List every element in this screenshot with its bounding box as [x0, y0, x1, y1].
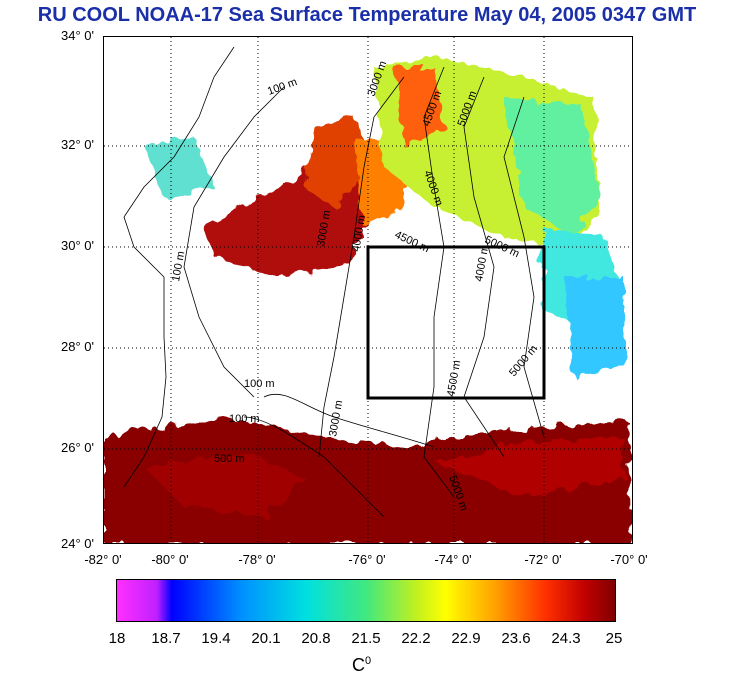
contour-label: 3000 m [327, 399, 345, 437]
contour-label: 100 m [229, 413, 260, 425]
contour-label: 100 m [266, 76, 299, 98]
y-axis-label: 32° 0' [61, 137, 94, 152]
cloud-mask [354, 237, 544, 407]
x-axis-label: -70° 0' [610, 552, 648, 567]
y-axis-label: 24° 0' [61, 536, 94, 551]
contour-label: 500 m [214, 453, 245, 465]
colorbar-tick-label: 22.2 [401, 630, 431, 647]
contour-label: 100 m [244, 378, 275, 390]
colorbar-tick-label: 19.4 [201, 630, 231, 647]
y-axis-label: 28° 0' [61, 339, 94, 354]
x-axis-label: -76° 0' [348, 552, 386, 567]
colorbar-tick-label: 20.8 [301, 630, 331, 647]
colorbar-tick-label: 24.3 [551, 630, 581, 647]
colorbar-tick-label: 21.5 [351, 630, 381, 647]
sst-patches [104, 57, 631, 543]
colorbar-unit: C0 [352, 655, 371, 676]
colorbar [116, 579, 616, 622]
x-axis-label: -72° 0' [524, 552, 562, 567]
unit-superscript: 0 [365, 655, 372, 667]
sst-map: 100 m 100 m 100 m 100 m 3000 m 3000 m 30… [103, 36, 633, 544]
contour-label: 100 m [170, 250, 187, 282]
map-title: RU COOL NOAA-17 Sea Surface Temperature … [37, 4, 697, 26]
colorbar-tick-label: 18.7 [151, 630, 181, 647]
unit-text: C [352, 655, 365, 675]
y-axis-label: 26° 0' [61, 440, 94, 455]
y-axis-label: 30° 0' [61, 238, 94, 253]
colorbar-gradient [117, 580, 615, 621]
study-region-box [366, 245, 546, 400]
colorbar-tick-label: 20.1 [251, 630, 281, 647]
x-axis-label: -74° 0' [434, 552, 472, 567]
colorbar-tick-label: 25 [605, 630, 623, 647]
colorbar-tick-label: 22.9 [451, 630, 481, 647]
colorbar-tick-label: 23.6 [501, 630, 531, 647]
x-axis-label: -78° 0' [238, 552, 276, 567]
coastline-contours [123, 46, 545, 518]
y-axis-label: 34° 0' [61, 28, 94, 43]
x-axis-label: -80° 0' [151, 552, 189, 567]
sst-map-svg: 100 m 100 m 100 m 100 m 3000 m 3000 m 30… [104, 37, 632, 543]
x-axis-label: -82° 0' [84, 552, 122, 567]
colorbar-tick-label: 18 [108, 630, 126, 647]
